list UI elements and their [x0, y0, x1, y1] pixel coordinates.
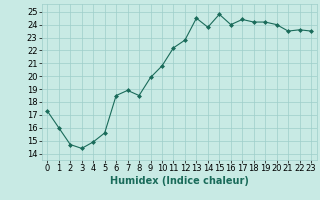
X-axis label: Humidex (Indice chaleur): Humidex (Indice chaleur) — [110, 176, 249, 186]
